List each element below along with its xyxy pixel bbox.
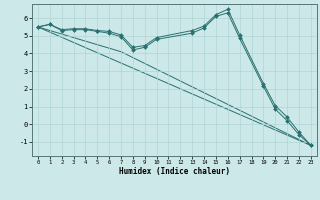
X-axis label: Humidex (Indice chaleur): Humidex (Indice chaleur) <box>119 167 230 176</box>
